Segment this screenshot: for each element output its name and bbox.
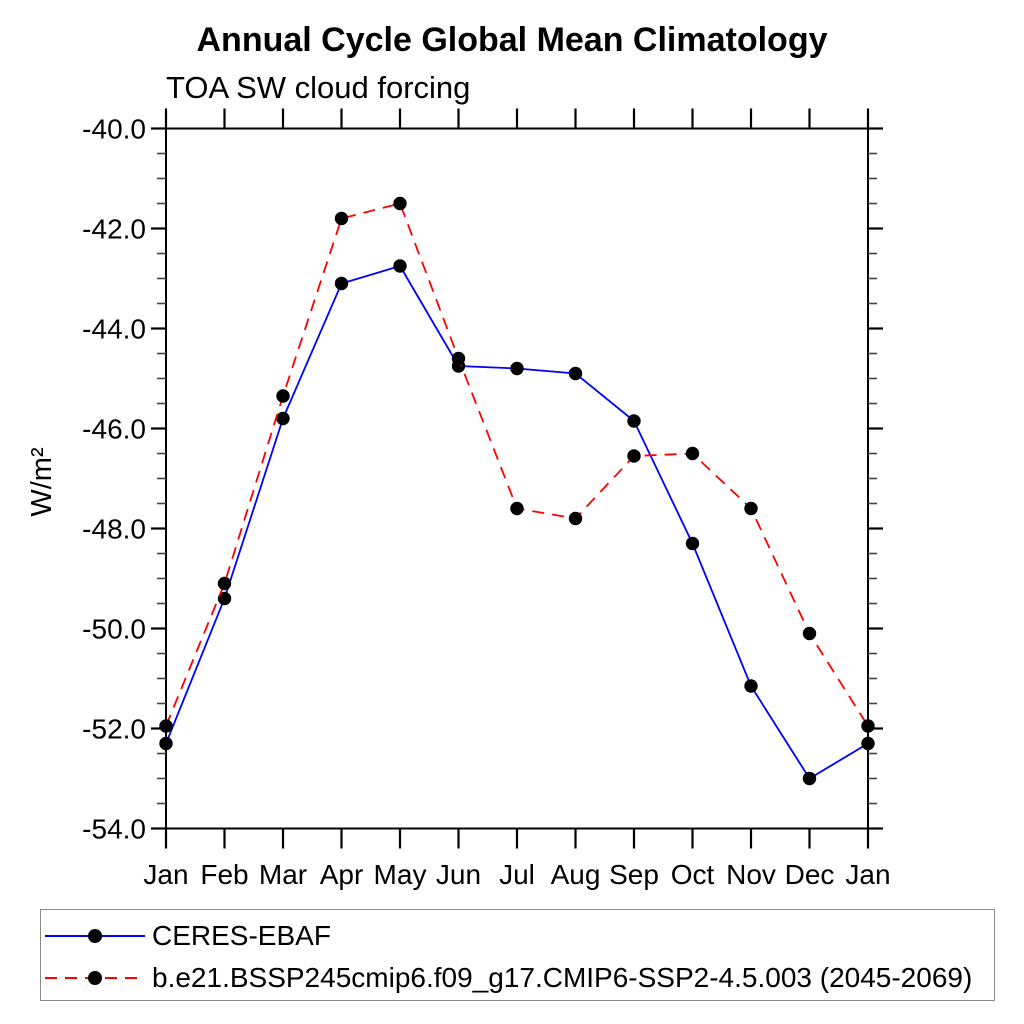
data-point-marker bbox=[159, 719, 173, 733]
legend-line-sample bbox=[45, 970, 145, 986]
x-tick-label: Sep bbox=[609, 859, 659, 890]
series-line bbox=[165, 264, 869, 780]
y-tick-label: -44.0 bbox=[82, 314, 146, 345]
data-point-marker bbox=[861, 719, 875, 733]
y-axis-minor-ticks bbox=[157, 152, 877, 805]
y-tick-label: -52.0 bbox=[82, 714, 146, 745]
y-tick-label: -42.0 bbox=[82, 214, 146, 245]
data-point-marker bbox=[685, 446, 700, 461]
data-point-marker bbox=[217, 576, 232, 591]
data-point-marker bbox=[393, 196, 407, 211]
series-line bbox=[165, 202, 869, 727]
y-tick-label: -40.0 bbox=[82, 114, 146, 145]
y-tick-label: -54.0 bbox=[82, 814, 146, 845]
data-point-marker bbox=[627, 449, 641, 463]
y-axis-tick-labels: -40.0 -42.0 -44.0 -46.0 -48.0 -50.0 -52.0 -54.0 bbox=[82, 114, 146, 845]
data-point-marker bbox=[744, 501, 758, 516]
data-point-marker bbox=[802, 626, 817, 641]
circle-marker-icon bbox=[88, 929, 102, 943]
x-tick-label: Apr bbox=[320, 859, 364, 890]
legend-label-observation: CERES-EBAF bbox=[152, 920, 331, 951]
data-point-marker bbox=[334, 276, 349, 291]
x-tick-label: Dec bbox=[785, 859, 835, 890]
data-point-marker bbox=[451, 351, 466, 366]
legend-label-model: b.e21.BSSP245cmip6.f09_g17.CMIP6-SSP2-4.… bbox=[152, 962, 973, 993]
plot-frame bbox=[165, 127, 869, 830]
data-point-marker bbox=[393, 259, 407, 273]
data-point-marker bbox=[685, 536, 700, 551]
series-model bbox=[159, 196, 875, 733]
x-axis-labels: Jan Feb Mar Apr May Jun Jul Aug Sep Oct Nov Dec Jan bbox=[143, 859, 890, 890]
x-tick-label: Jun bbox=[436, 859, 481, 890]
data-point-marker bbox=[276, 411, 290, 426]
x-tick-label: Oct bbox=[671, 859, 715, 890]
y-tick-label: -46.0 bbox=[82, 414, 146, 445]
x-axis-ticks bbox=[164, 108, 870, 849]
data-point-marker bbox=[802, 771, 817, 786]
chart-title: Annual Cycle Global Mean Climatology bbox=[196, 21, 828, 59]
data-point-marker bbox=[627, 414, 641, 428]
chart-subtitle: TOA SW cloud forcing bbox=[166, 70, 471, 105]
data-point-marker bbox=[217, 591, 232, 606]
x-tick-label: Mar bbox=[259, 859, 307, 890]
x-tick-label: Aug bbox=[551, 859, 601, 890]
data-point-marker bbox=[744, 679, 758, 693]
x-tick-label: Jan bbox=[845, 859, 890, 890]
x-tick-label: Nov bbox=[726, 859, 776, 890]
x-tick-label: Jan bbox=[143, 859, 188, 890]
x-tick-label: Jul bbox=[499, 859, 535, 890]
legend-line-sample bbox=[45, 928, 145, 944]
legend-item-model: b.e21.BSSP245cmip6.f09_g17.CMIP6-SSP2-4.… bbox=[45, 957, 994, 999]
data-point-marker bbox=[276, 389, 290, 403]
circle-marker-icon bbox=[88, 971, 102, 985]
y-tick-label: -48.0 bbox=[82, 514, 146, 545]
data-point-marker bbox=[568, 366, 583, 381]
y-axis-ticks bbox=[151, 127, 883, 830]
data-point-marker bbox=[861, 736, 875, 751]
data-point-marker bbox=[510, 361, 524, 376]
legend-box: CERES-EBAF b.e21.BSSP245cmip6.f09_g17.CM… bbox=[40, 909, 995, 1001]
y-tick-label: -50.0 bbox=[82, 614, 146, 645]
legend-item-observation: CERES-EBAF bbox=[45, 915, 994, 957]
series-observation bbox=[159, 259, 875, 786]
data-point-marker bbox=[334, 211, 349, 226]
data-point-marker bbox=[568, 511, 583, 526]
x-tick-label: May bbox=[374, 859, 427, 890]
data-point-marker bbox=[510, 501, 524, 516]
data-point-marker bbox=[159, 736, 173, 751]
x-tick-label: Feb bbox=[200, 859, 248, 890]
